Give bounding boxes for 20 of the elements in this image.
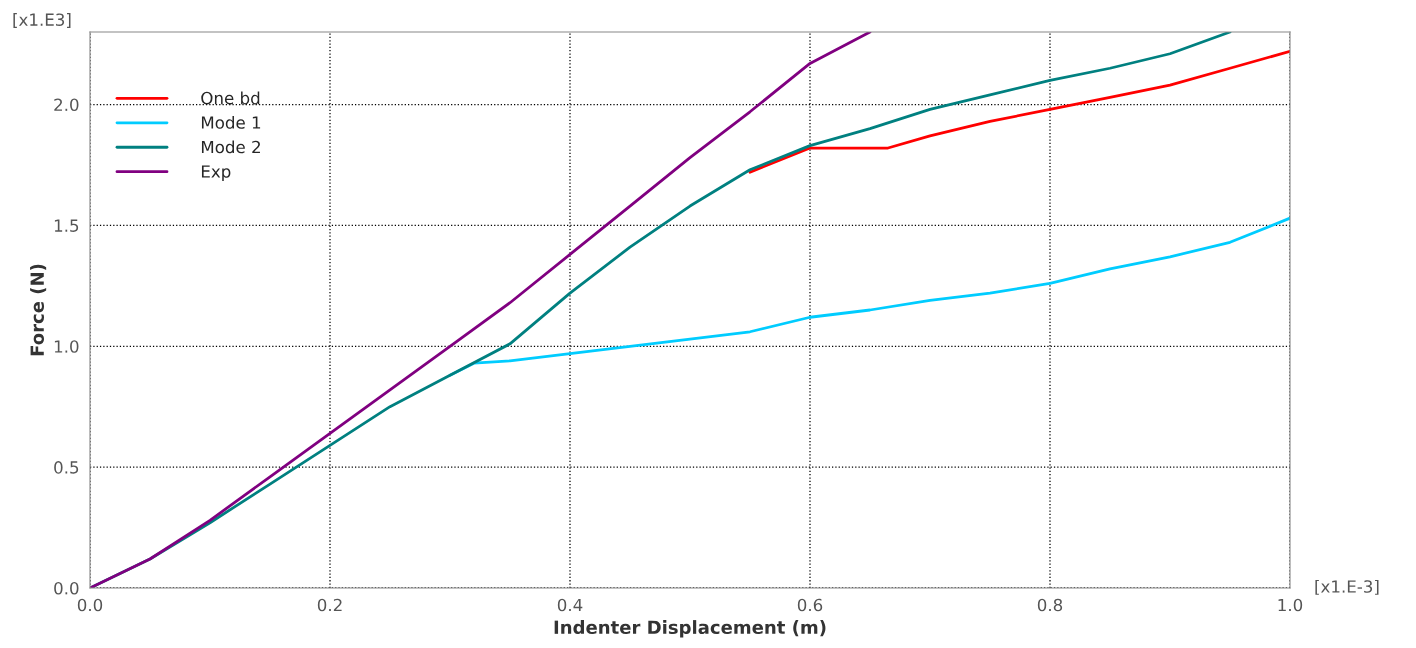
x-tick-label: 1.0 bbox=[1278, 598, 1303, 612]
line-series bbox=[748, 49, 1290, 174]
x-axis-title: Indenter Displacement (m) bbox=[554, 620, 826, 638]
legend-label: Mode 2 bbox=[201, 140, 260, 154]
x-tick-label: 0.4 bbox=[557, 598, 583, 612]
x-tick-label: 0.8 bbox=[1037, 598, 1063, 612]
y-tick-label: 0.5 bbox=[54, 461, 79, 474]
x-tick-label: 0.6 bbox=[797, 598, 823, 612]
y-axis-title: Force (N) bbox=[30, 264, 47, 356]
legend-label: Mode 1 bbox=[201, 115, 261, 129]
legend-label: One bd bbox=[201, 91, 260, 105]
text: [x1.E3] bbox=[13, 13, 71, 28]
legend-label: Exp bbox=[201, 165, 231, 181]
text: [x1.E-3] bbox=[1315, 579, 1379, 595]
y-tick-label: 0.0 bbox=[54, 581, 79, 595]
y-tick-label: 2.0 bbox=[54, 98, 79, 112]
x-tick-label: 0.2 bbox=[317, 598, 342, 612]
y-tick-label: 1.0 bbox=[54, 340, 79, 353]
x-tick-label: 0.0 bbox=[77, 598, 103, 612]
y-tick-label: 1.5 bbox=[54, 219, 79, 232]
